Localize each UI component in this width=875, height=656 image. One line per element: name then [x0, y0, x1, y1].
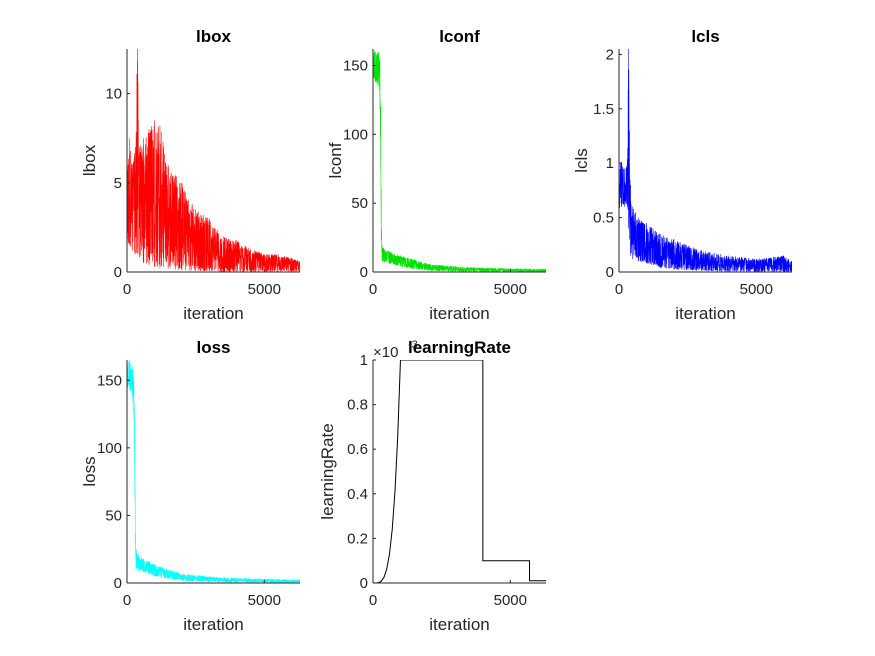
series-group [127, 360, 300, 583]
y-axis-label: learningRate [318, 423, 337, 519]
series-group [127, 49, 300, 272]
x-tick-label: 5000 [248, 592, 281, 609]
y-tick-label: 100 [97, 440, 122, 457]
y-axis-multiplier-exponent: -3 [408, 339, 418, 351]
y-tick-label: 0.8 [347, 397, 368, 414]
subplot-lcls: 0 5000 0 0.5 1 1.5 2 lcls iteration lcls [572, 27, 792, 323]
chart-title: loss [196, 338, 230, 357]
chart-title: lcls [691, 27, 719, 46]
chart-title: learningRate [408, 338, 511, 357]
y-tick-label: 150 [343, 58, 368, 75]
subplot-lbox: 0 5000 0 5 10 lbox iteration lbox [80, 27, 300, 323]
x-tick-label: 5000 [494, 281, 527, 298]
y-tick-label: 0.5 [593, 210, 614, 227]
chart-title: lconf [439, 27, 480, 46]
x-axis-label: iteration [429, 615, 489, 634]
x-tick-label: 5000 [494, 592, 527, 609]
x-axis-label: iteration [183, 304, 243, 323]
series-group [373, 49, 546, 272]
chart-title: lbox [196, 27, 231, 46]
x-tick-label: 0 [123, 592, 131, 609]
x-tick-label: 5000 [248, 281, 281, 298]
subplot-loss: 0 5000 0 50 100 150 loss iteration loss [80, 338, 300, 634]
series-line-lbox [127, 49, 300, 272]
y-axis-label: loss [80, 456, 99, 486]
y-tick-label: 50 [351, 195, 368, 212]
subplot-learning-rate: 0 5000 0 0.2 0.4 0.6 0.8 1 learningRate iteration… [318, 338, 546, 634]
y-axis-label: lcls [572, 148, 591, 173]
x-tick-label: 5000 [740, 281, 773, 298]
y-tick-label: 0 [360, 264, 368, 281]
y-tick-label: 0.4 [347, 486, 368, 503]
series-line-loss [127, 360, 300, 583]
y-tick-label: 0.2 [347, 530, 368, 547]
series-group [373, 360, 546, 583]
series-line-learning-rate [373, 360, 546, 583]
y-tick-label: 150 [97, 372, 122, 389]
y-tick-label: 0 [114, 264, 122, 281]
series-line-lcls [619, 49, 792, 272]
x-axis-label: iteration [183, 615, 243, 634]
y-tick-label: 50 [105, 507, 122, 524]
x-tick-label: 0 [369, 281, 377, 298]
y-tick-label: 2 [606, 46, 614, 63]
y-tick-label: 0 [360, 575, 368, 592]
subplot-lconf: 0 5000 0 50 100 150 lconf iteration lconf [326, 27, 546, 323]
x-axis-label: iteration [429, 304, 489, 323]
y-tick-label: 10 [105, 86, 122, 103]
y-axis-label: lconf [326, 142, 345, 178]
series-line-lconf [373, 49, 546, 272]
y-tick-label: 1 [360, 352, 368, 369]
y-axis-multiplier: ×10 [373, 344, 398, 361]
y-tick-label: 5 [114, 175, 122, 192]
y-axis-label: lbox [80, 144, 99, 176]
x-tick-label: 0 [369, 592, 377, 609]
y-tick-label: 0 [606, 264, 614, 281]
y-tick-label: 0 [114, 575, 122, 592]
x-axis-label: iteration [675, 304, 735, 323]
y-tick-label: 0.6 [347, 441, 368, 458]
x-tick-label: 0 [123, 281, 131, 298]
series-group [619, 49, 792, 272]
x-tick-label: 0 [615, 281, 623, 298]
y-tick-label: 1 [606, 155, 614, 172]
y-tick-label: 1.5 [593, 101, 614, 118]
y-tick-label: 100 [343, 126, 368, 143]
